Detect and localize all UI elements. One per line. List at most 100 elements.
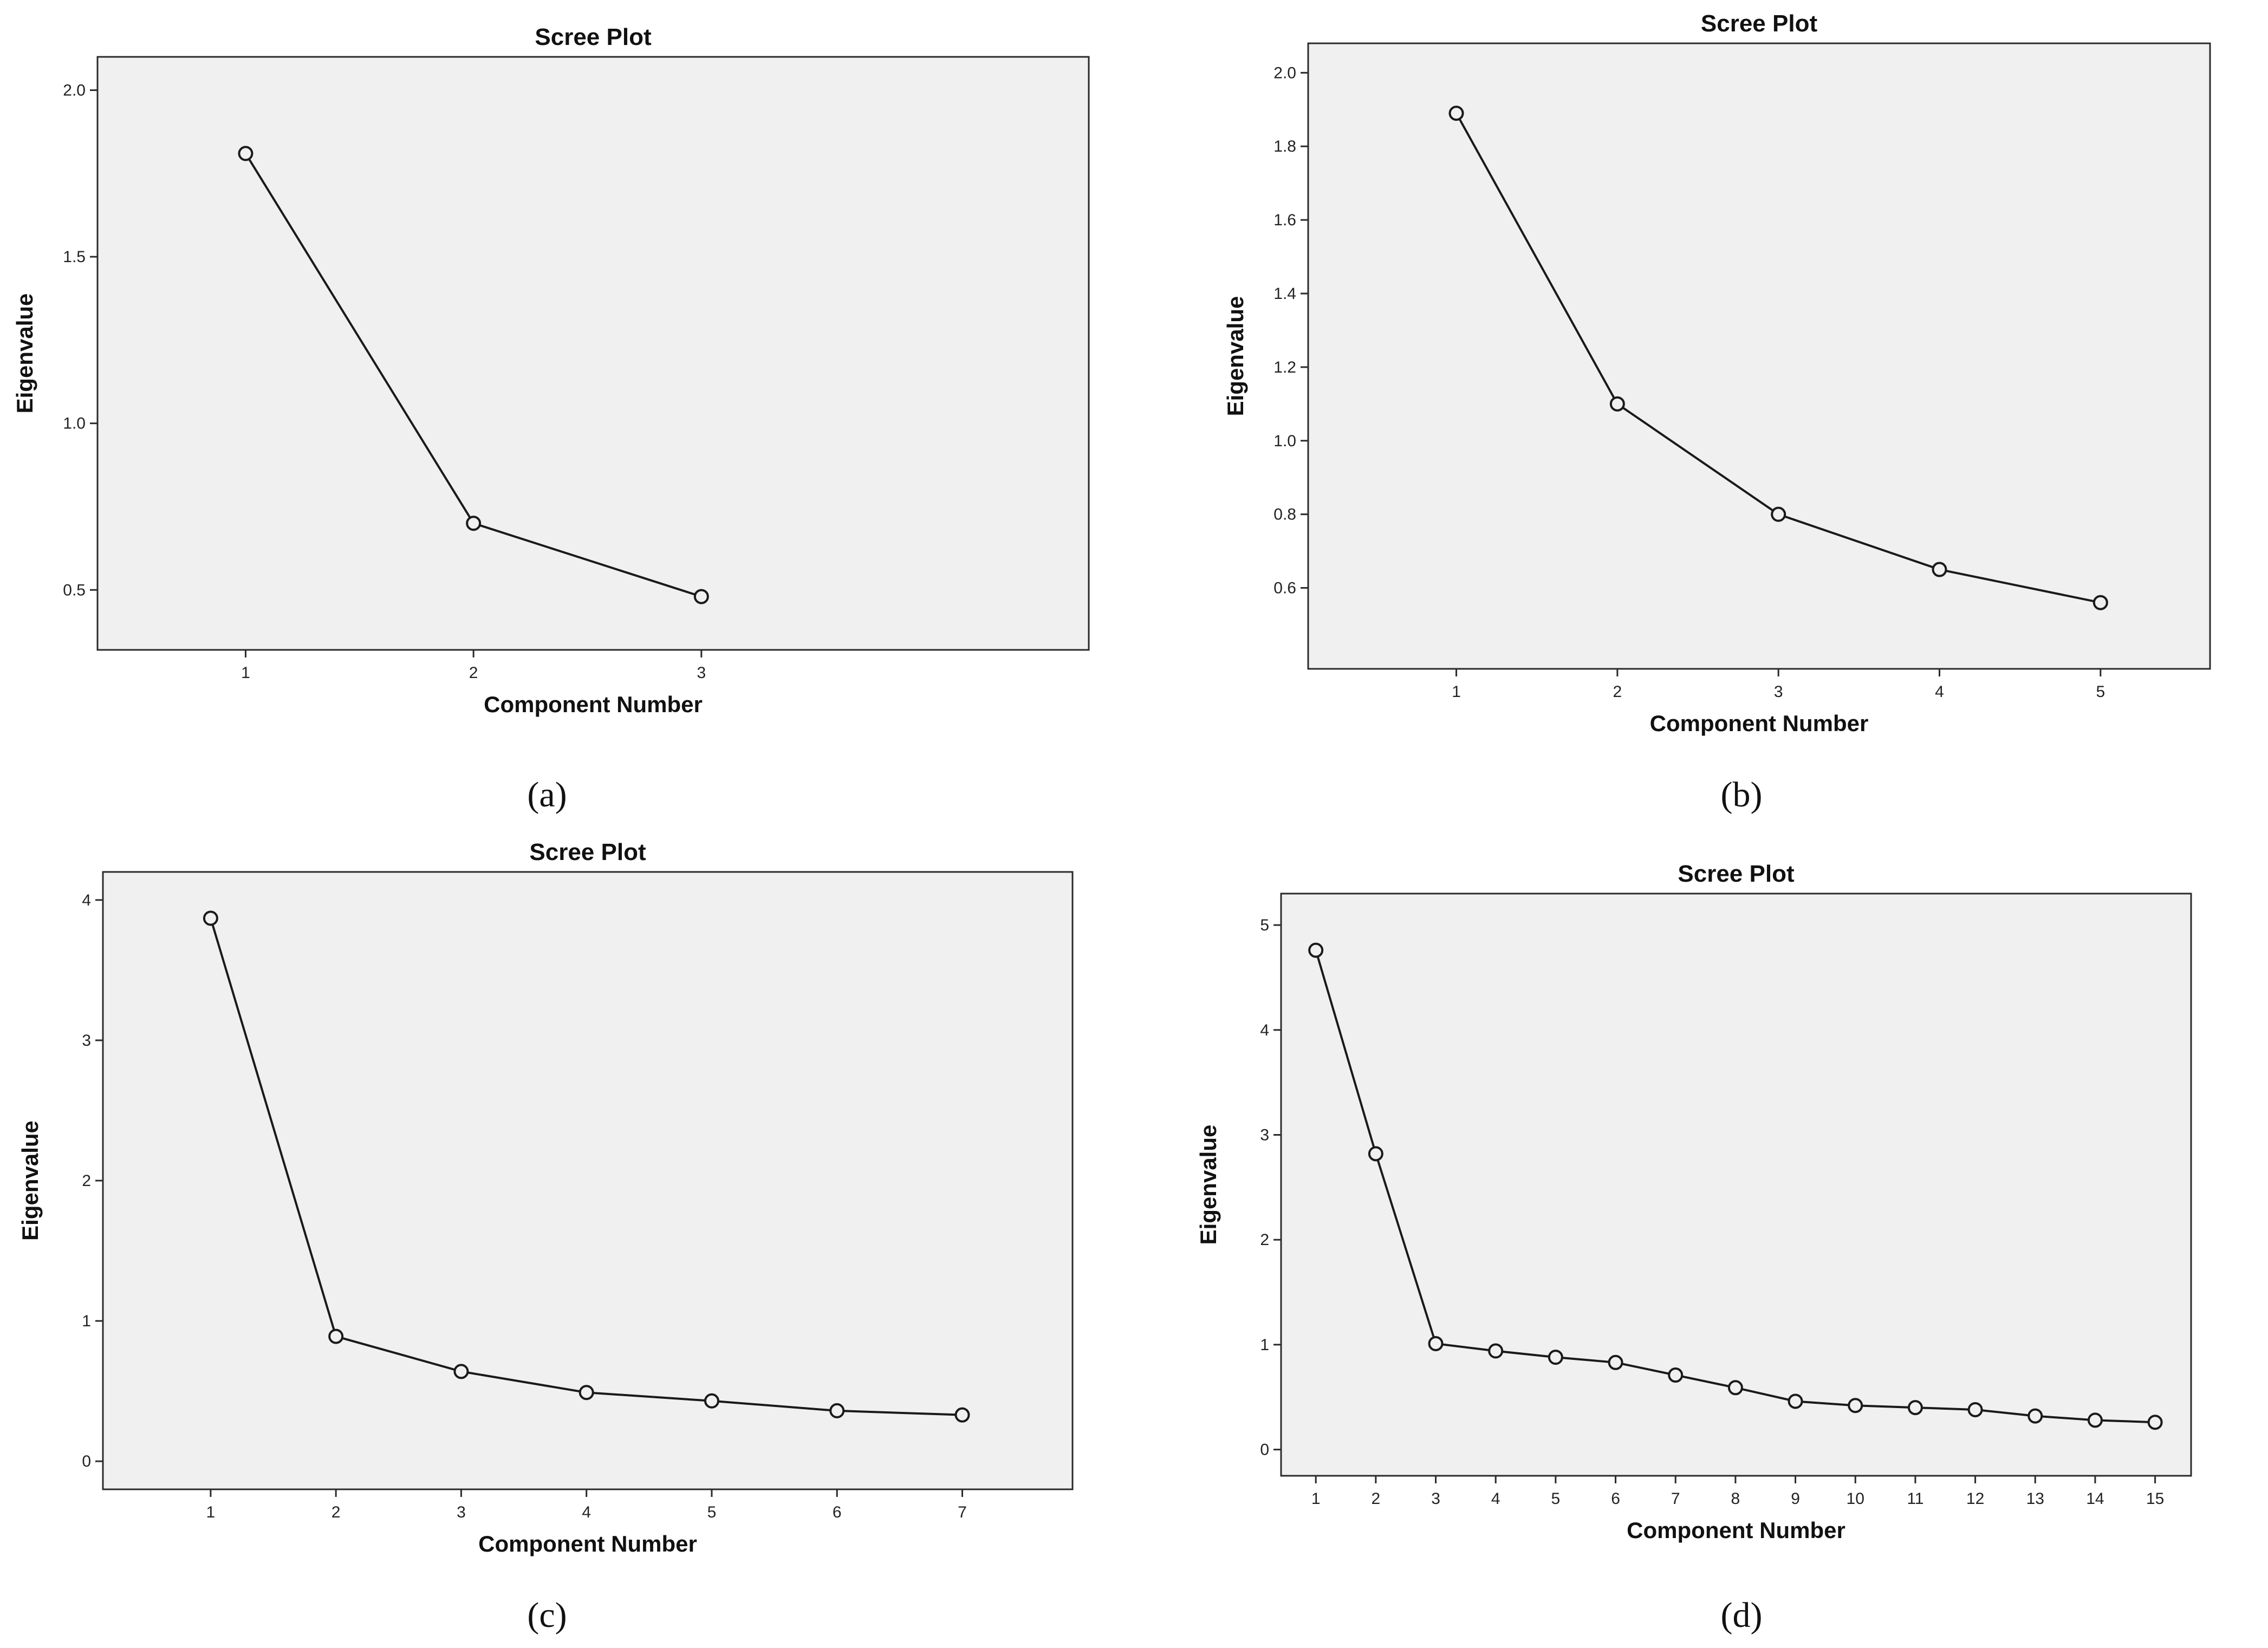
data-point [1548,1350,1563,1365]
x-tick-label: 3 [1774,683,1783,701]
y-tick-label: 2 [82,1172,91,1190]
x-tick-label: 6 [1611,1490,1620,1508]
y-axis-label: Eigenvalue [1195,1125,1221,1245]
y-axis-label: Eigenvalue [17,1121,43,1241]
x-axis-label: Component Number [484,692,703,717]
x-tick-label: 10 [1847,1490,1864,1508]
chart-title: Scree Plot [535,24,652,50]
data-point [579,1385,594,1401]
y-tick-label: 1.2 [1273,359,1296,376]
x-tick-label: 3 [457,1503,466,1521]
x-tick-label: 8 [1731,1490,1740,1508]
chart-svg-c: Scree Plot 0 1 2 3 4 1 2 3 4 5 6 7 Component Number Ei… [17,839,1074,1556]
y-tick-label: 1.5 [63,248,86,266]
x-tick-label: 9 [1791,1490,1800,1508]
y-tick-label: 0.8 [1273,506,1296,524]
x-axis-label: Component Number [1650,711,1869,736]
data-point [2147,1415,2163,1430]
y-tick-label: 0.5 [63,581,86,599]
data-point [1932,562,1947,577]
x-tick-label: 1 [206,1503,216,1521]
x-tick-label: 5 [1551,1490,1561,1508]
data-point [954,1407,970,1423]
scree-plot-panel-a: Scree Plot 0.5 1.0 1.5 2.0 1 2 3 Component Numbe… [0,0,1132,834]
x-tick-label: 11 [1907,1490,1923,1508]
x-tick-label: 4 [1935,683,1944,701]
x-tick-label: 5 [707,1503,717,1521]
y-tick-label: 5 [1260,916,1269,934]
x-tick-label: 13 [2026,1490,2044,1508]
x-tick-label: 7 [1671,1490,1680,1508]
x-tick-label: 7 [958,1503,967,1521]
scree-plot-panel-c: Scree Plot 0 1 2 3 4 1 2 3 4 5 6 7 Component Number Ei… [0,0,1132,1645]
x-axis-label: Component Number [478,1531,697,1556]
y-tick-label: 1 [1260,1336,1269,1354]
data-point [1848,1398,1863,1413]
x-tick-label: 14 [2086,1490,2104,1508]
x-tick-label: 1 [1311,1490,1321,1508]
chart-title: Scree Plot [1701,10,1818,37]
data-point [1727,1380,1743,1396]
x-tick-label: 2 [332,1503,341,1521]
data-point [829,1403,845,1418]
x-tick-label: 3 [1431,1490,1440,1508]
data-point [693,589,709,604]
x-tick-label: 1 [1452,683,1461,701]
chart-svg-b: Scree Plot 0.6 0.8 1.0 1.2 1.4 1.6 1.8 2.0 1 2 3 4 5 C… [1223,10,2211,736]
y-tick-label: 1.6 [1273,211,1296,229]
data-point [453,1364,469,1379]
data-point [1967,1402,1983,1417]
x-tick-label: 2 [469,664,478,682]
y-tick-label: 1 [82,1312,91,1330]
data-point [2092,595,2108,610]
y-tick-label: 1.8 [1273,138,1296,155]
data-point [1608,1354,1623,1370]
x-tick-label: 3 [697,664,706,682]
data-point [1771,506,1786,522]
y-axis-label: Eigenvalue [12,294,37,414]
x-tick-label: 2 [1613,683,1622,701]
x-tick-label: 2 [1372,1490,1381,1508]
y-tick-label: 3 [82,1032,91,1050]
data-point [1609,396,1625,412]
chart-title: Scree Plot [1678,861,1795,887]
plot-area [1307,42,2211,670]
y-tick-label: 2.0 [1273,64,1296,82]
y-tick-label: 2.0 [63,82,86,100]
y-tick-label: 2 [1260,1231,1269,1249]
data-point [1907,1400,1923,1416]
data-point [1788,1393,1803,1409]
caption-c: (c) [527,1595,567,1635]
x-tick-label: 12 [1966,1490,1984,1508]
data-point [2087,1412,2103,1428]
y-tick-label: 1.0 [1273,432,1296,450]
data-point [203,910,218,926]
x-axis-label: Component Number [1627,1517,1845,1543]
data-point [2027,1408,2043,1424]
y-axis-label: Eigenvalue [1223,296,1248,416]
chart-svg-a: Scree Plot 0.5 1.0 1.5 2.0 1 2 3 Component Numbe… [12,24,1090,717]
data-point [704,1393,719,1409]
data-point [1488,1343,1504,1359]
y-tick-label: 1.4 [1273,285,1296,303]
y-tick-label: 0.6 [1273,579,1296,597]
y-tick-label: 3 [1260,1126,1269,1144]
y-tick-label: 0 [82,1452,91,1470]
data-point [1428,1336,1444,1351]
x-tick-label: 1 [241,664,250,682]
data-point [238,146,254,161]
x-tick-label: 4 [582,1503,591,1521]
data-point [466,516,482,531]
caption-a: (a) [527,775,567,815]
data-point [1308,942,1324,958]
plot-area [1280,893,2192,1477]
x-tick-label: 4 [1491,1490,1500,1508]
scree-plot-panel-b: Scree Plot 0.6 0.8 1.0 1.2 1.4 1.6 1.8 2.0 1 2 3 4 5 C… [1223,10,2211,736]
caption-d: (d) [1720,1595,1763,1635]
x-tick-label: 15 [2146,1490,2164,1508]
data-point [1448,106,1464,121]
chart-title: Scree Plot [529,839,646,865]
data-point [1368,1146,1383,1162]
